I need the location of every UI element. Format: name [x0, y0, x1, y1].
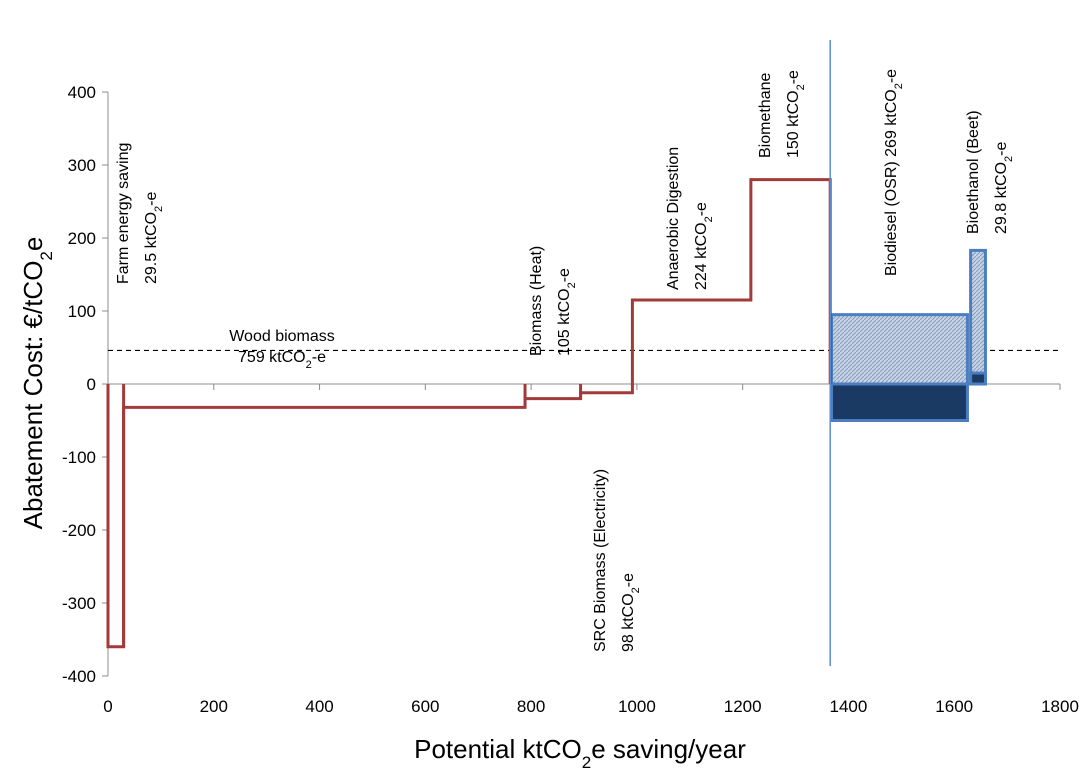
y-tick-label: -200 [62, 521, 96, 540]
annotation-src: SRC Biomass (Electricity) 98 ktCO2-e [592, 469, 642, 652]
annotation-text: Wood biomass [229, 328, 335, 345]
tick-labels: -400 -300 -200 -100 0 100 200 300 400 0 200 400 600 8… [62, 83, 1079, 716]
annotation-bioethanol: Bioethanol (Beet) 29.8 ktCO2-e [965, 110, 1015, 234]
x-tick-label: 0 [103, 697, 112, 716]
macc-step-line [106, 178, 832, 649]
annotations: Farm energy saving 29.5 ktCO2-e Wood bioma… [115, 69, 1015, 652]
annotation-heat: Biomass (Heat) 105 ktCO2-e [528, 246, 578, 356]
annotation-text: 105 ktCO2-e [556, 268, 578, 356]
x-tick-label: 800 [517, 697, 545, 716]
annotation-text: 224 ktCO2-e [693, 202, 715, 290]
annotation-text: 759 ktCO2-e [238, 349, 326, 371]
y-tick-label: -300 [62, 594, 96, 613]
y-tick-label: 200 [68, 229, 96, 248]
x-tick-label: 1800 [1041, 697, 1079, 716]
biofuel-boxes [830, 248, 987, 422]
annotation-text: 29.5 ktCO2-e [143, 192, 165, 284]
x-tick-label: 400 [305, 697, 333, 716]
annotation-text: Biomass (Heat) [528, 246, 545, 356]
y-tick-label: 300 [68, 156, 96, 175]
annotation-text: 98 ktCO2-e [620, 573, 642, 652]
annotation-farm: Farm energy saving 29.5 ktCO2-e [115, 143, 165, 284]
y-tick-label: 400 [68, 83, 96, 102]
annotation-text: 29.8 ktCO2-e [993, 142, 1015, 234]
y-axis-label: Abatement Cost: €/tCO2e [18, 237, 56, 530]
x-tick-label: 1000 [618, 697, 656, 716]
annotation-text: SRC Biomass (Electricity) [592, 469, 609, 652]
biofuel-cost-box-hatched [969, 248, 987, 386]
x-tick-label: 1400 [830, 697, 868, 716]
y-tick-label: 0 [87, 375, 96, 394]
biofuel-cost-box-dark [969, 371, 987, 386]
annotation-wood: Wood biomass 759 ktCO2-e [229, 328, 335, 371]
annotation-text: Biomethane [757, 73, 774, 158]
annotation-text: Bioethanol (Beet) [965, 110, 982, 234]
annotation-text: Biodiesel (OSR) 269 ktCO2-e [883, 69, 905, 276]
y-tick-label: -100 [62, 448, 96, 467]
annotation-biodiesel: Biodiesel (OSR) 269 ktCO2-e [883, 69, 905, 276]
annotation-ad: Anaerobic Digestion 224 ktCO2-e [665, 147, 715, 290]
annotation-text: 150 ktCO2-e [785, 70, 807, 158]
annotation-text: Anaerobic Digestion [665, 147, 682, 290]
annotation-biomethane: Biomethane 150 ktCO2-e [757, 70, 807, 158]
annotation-text: Farm energy saving [115, 143, 132, 284]
x-tick-label: 600 [411, 697, 439, 716]
y-tick-label: 100 [68, 302, 96, 321]
x-tick-label: 1200 [724, 697, 762, 716]
x-tick-label: 200 [200, 697, 228, 716]
y-tick-label: -400 [62, 667, 96, 686]
x-axis-label: Potential ktCO2e saving/year [414, 734, 746, 772]
x-tick-label: 1600 [935, 697, 973, 716]
biofuel-cost-box-hatched [830, 313, 969, 386]
macc-step-curve [106, 178, 832, 649]
biofuel-cost-box-dark [830, 382, 969, 422]
